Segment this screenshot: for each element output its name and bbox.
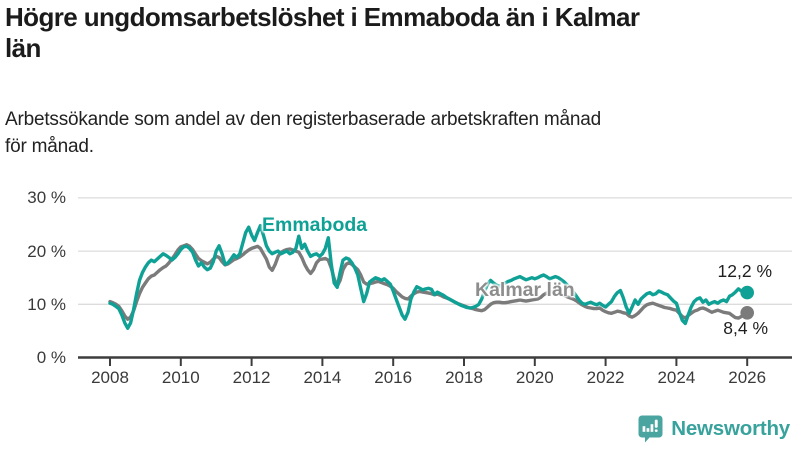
series-endpoint-kalmar-län <box>740 306 754 320</box>
series-label-kalmar: Kalmar län <box>475 279 575 301</box>
title-line-2: län <box>5 33 41 63</box>
newsworthy-wordmark: Newsworthy <box>671 417 790 440</box>
newsworthy-logo: Newsworthy <box>638 414 790 444</box>
x-axis-label: 2008 <box>91 368 129 387</box>
x-axis-label: 2020 <box>515 368 554 387</box>
y-axis-label: 0 % <box>36 348 66 367</box>
x-axis-label: 2014 <box>303 368 342 387</box>
x-axis-label: 2016 <box>374 368 413 387</box>
y-axis-label: 20 % <box>27 241 66 261</box>
series-endpoint-emmaboda <box>740 285 754 300</box>
x-axis-label: 2024 <box>657 368 696 387</box>
end-value-kalmar: 8,4 % <box>723 318 768 338</box>
x-axis-label: 2018 <box>445 368 483 387</box>
subtitle-line-1: Arbetssökande som andel av den registerb… <box>5 109 602 130</box>
x-axis-label: 2022 <box>586 368 625 387</box>
y-axis-label: 30 % <box>27 188 66 208</box>
chart-subtitle: Arbetssökande som andel av den registerb… <box>5 106 795 160</box>
x-axis <box>78 356 792 366</box>
newsworthy-icon <box>638 415 663 443</box>
series-line-emmaboda <box>108 223 749 330</box>
series-label-emmaboda: Emmaboda <box>262 214 368 236</box>
x-axis-label: 2010 <box>161 368 200 387</box>
chart-title: Högre ungdomsarbetslöshet i Emmaboda än … <box>5 2 795 64</box>
x-axis-label: 2026 <box>728 368 767 387</box>
end-value-emmaboda: 12,2 % <box>717 261 772 281</box>
gridlines <box>78 197 792 305</box>
subtitle-line-2: för månad. <box>5 136 94 157</box>
title-line-1: Högre ungdomsarbetslöshet i Emmaboda än … <box>5 2 640 32</box>
y-axis-label: 10 % <box>27 294 66 314</box>
x-axis-label: 2012 <box>232 368 271 387</box>
data-series <box>108 223 754 330</box>
series-line-kalmar-län <box>108 242 749 321</box>
